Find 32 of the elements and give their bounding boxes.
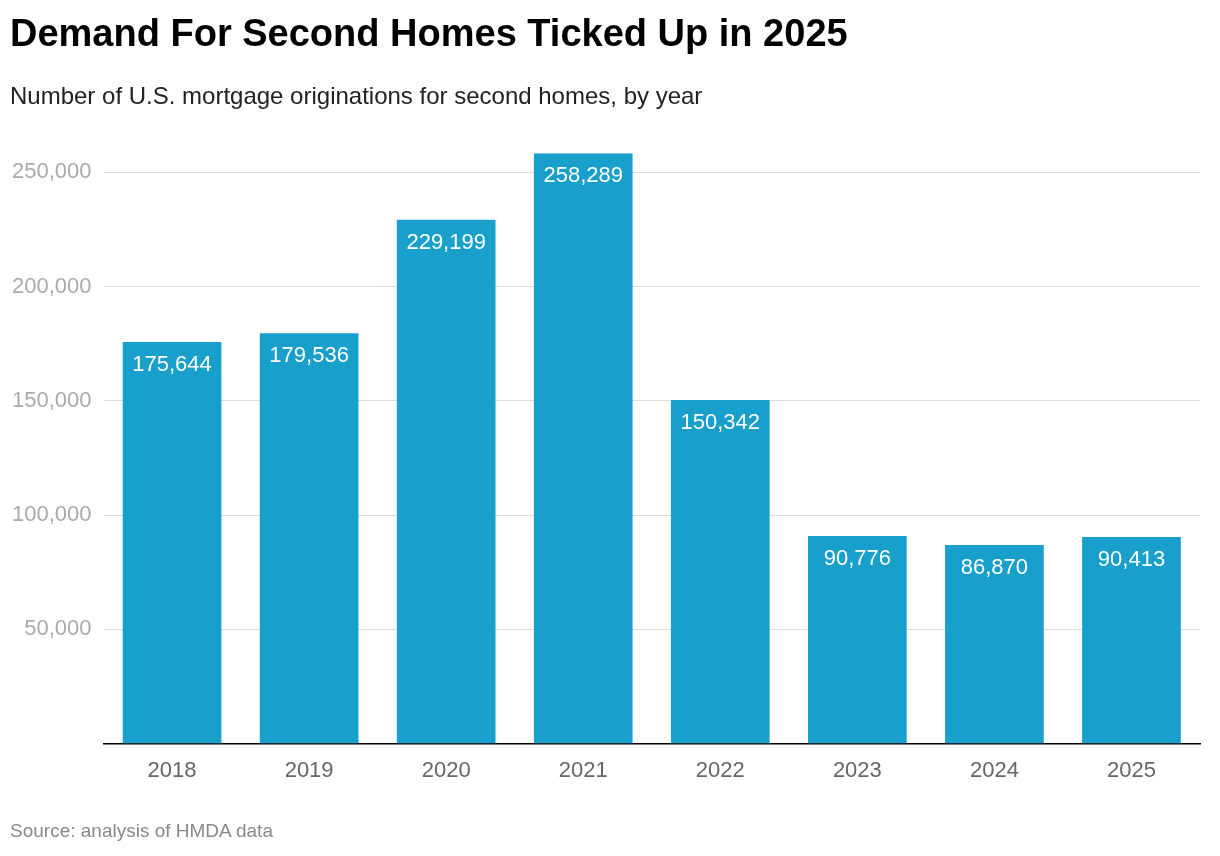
bar	[808, 536, 907, 744]
x-tick-label: 2019	[284, 756, 334, 782]
bar	[396, 219, 496, 744]
bar	[670, 399, 770, 744]
bar	[945, 545, 1044, 744]
chart-subtitle: Number of U.S. mortgage originations for second homes, by year	[10, 82, 703, 110]
x-tick-label: 2018	[147, 756, 197, 782]
y-tick-label: 250,000	[11, 158, 92, 184]
x-tick-label: 2023	[832, 756, 882, 782]
x-tick-label: 2021	[558, 756, 608, 782]
y-tick-label: 100,000	[11, 501, 92, 527]
y-tick-label: 50,000	[24, 615, 92, 641]
x-tick-label: 2025	[1106, 756, 1156, 782]
x-tick-label: 2024	[969, 756, 1019, 782]
data-label: 175,644	[132, 351, 212, 377]
x-tick-label: 2020	[421, 756, 471, 782]
data-label: 150,342	[680, 409, 761, 435]
bar	[1082, 536, 1181, 744]
data-label: 86,870	[960, 554, 1029, 580]
bar	[533, 153, 633, 744]
data-label: 90,776	[823, 545, 891, 571]
data-label: 90,413	[1097, 546, 1166, 571]
data-label: 258,289	[543, 162, 623, 188]
data-label: 179,536	[269, 342, 349, 368]
y-tick-label: 200,000	[11, 272, 92, 298]
data-label: 229,199	[406, 228, 486, 254]
bar	[122, 342, 222, 744]
x-tick-label: 2022	[695, 756, 745, 782]
y-tick-label: 150,000	[11, 386, 92, 412]
chart-title: Demand For Second Homes Ticked Up in 2025	[10, 12, 848, 55]
bar	[259, 333, 359, 744]
source-note: Source: analysis of HMDA data	[10, 820, 273, 842]
